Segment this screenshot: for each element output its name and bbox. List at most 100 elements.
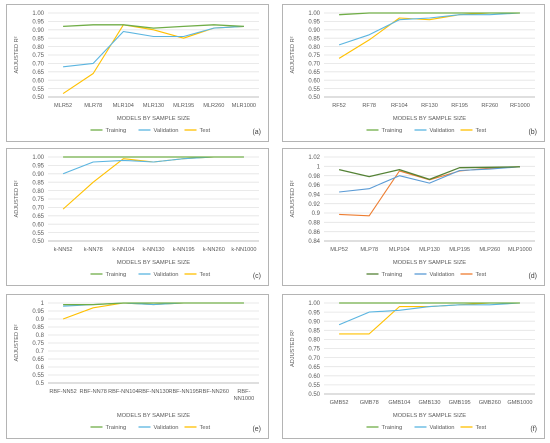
legend-label-training: Training bbox=[382, 128, 403, 134]
x-tick-label: k-NN260 bbox=[203, 247, 225, 253]
y-tick-label: 0.9 bbox=[312, 211, 321, 217]
x-tick-label: MLP195 bbox=[449, 247, 470, 253]
legend-label-validation: Validation bbox=[154, 272, 179, 278]
x-tick-label: k-NN78 bbox=[84, 247, 103, 253]
x-tick-label: RF104 bbox=[391, 103, 408, 109]
y-tick-label: 0.50 bbox=[32, 95, 44, 101]
y-tick-label: 0.90 bbox=[32, 172, 44, 178]
y-tick-label: 1 bbox=[317, 165, 321, 171]
x-tick-label: GMB78 bbox=[360, 400, 379, 406]
y-tick-label: 0.75 bbox=[32, 341, 44, 347]
legend-label-test: Test bbox=[200, 128, 211, 134]
y-tick-label: 0.95 bbox=[308, 20, 320, 26]
legend-label-training: Training bbox=[106, 128, 127, 134]
panel-label: (c) bbox=[253, 273, 261, 280]
y-tick-label: 0.50 bbox=[308, 392, 320, 398]
x-axis-title: MODELS BY SAMPLE SIZE bbox=[393, 413, 466, 419]
chart-panel-3: 0.50 0.55 0.60 0.65 0.70 0.75 0.80 0.85 0.90 0.95… bbox=[6, 148, 269, 286]
y-tick-label: 0.8 bbox=[36, 333, 45, 339]
x-axis-title: MODELS BY SAMPLE SIZE bbox=[393, 116, 466, 122]
chart-panel-5: 0.5 0.55 0.6 0.65 0.7 0.75 0.8 0.85 0.9 0.95 1 RBF-… bbox=[6, 294, 269, 439]
legend-label-training: Training bbox=[106, 425, 127, 431]
x-tick-label: MLP130 bbox=[419, 247, 440, 253]
y-tick-label: 0.65 bbox=[32, 357, 44, 363]
x-tick-label: RF78 bbox=[362, 103, 376, 109]
panel-label: (e) bbox=[252, 426, 261, 433]
legend-label-training: Training bbox=[106, 272, 127, 278]
y-tick-label: 0.75 bbox=[308, 53, 320, 59]
panel-label: (f) bbox=[530, 426, 537, 433]
y-tick-label: 0.60 bbox=[308, 374, 320, 380]
panel-frame bbox=[282, 4, 545, 142]
y-tick-label: 0.60 bbox=[32, 78, 44, 84]
y-tick-label: 0.55 bbox=[32, 87, 44, 93]
y-axis-title: ADJUSTED R² bbox=[290, 36, 296, 73]
y-tick-label: 0.55 bbox=[32, 373, 44, 379]
legend-label-validation: Validation bbox=[154, 425, 179, 431]
legend-label-test: Test bbox=[200, 425, 211, 431]
panel-frame bbox=[6, 148, 269, 286]
y-tick-label: 1.02 bbox=[308, 155, 320, 161]
x-tick-label: RBF-NN52 bbox=[49, 389, 76, 395]
y-tick-label: 0.90 bbox=[308, 28, 320, 34]
x-tick-label: GMB104 bbox=[388, 400, 410, 406]
y-tick-label: 0.80 bbox=[308, 338, 320, 344]
panel-label: (a) bbox=[252, 129, 261, 136]
x-tick-label: MLR78 bbox=[84, 103, 102, 109]
x-tick-label: k-NN52 bbox=[54, 247, 73, 253]
y-tick-label: 0.80 bbox=[308, 45, 320, 51]
y-tick-label: 0.90 bbox=[32, 28, 44, 34]
x-tick-label: k-NN130 bbox=[142, 247, 164, 253]
y-tick-label: 0.94 bbox=[308, 193, 320, 199]
y-tick-label: 1.00 bbox=[308, 11, 320, 17]
y-tick-label: 0.55 bbox=[32, 231, 44, 237]
legend-label-validation: Validation bbox=[430, 128, 455, 134]
y-tick-label: 0.92 bbox=[308, 202, 320, 208]
x-tick-label: RF195 bbox=[451, 103, 468, 109]
series-line-validation bbox=[338, 302, 520, 326]
x-tick-label: RBF-NN1000 bbox=[234, 389, 255, 402]
legend-label-test: Test bbox=[476, 272, 487, 278]
x-axis-title: MODELS BY SAMPLE SIZE bbox=[117, 260, 190, 266]
y-tick-label: 0.95 bbox=[32, 20, 44, 26]
y-tick-label: 0.7 bbox=[36, 349, 45, 355]
y-tick-label: 0.96 bbox=[308, 183, 320, 189]
y-tick-label: 1.00 bbox=[308, 301, 320, 307]
y-tick-label: 0.65 bbox=[308, 70, 320, 76]
panel-frame bbox=[6, 294, 269, 439]
y-tick-label: 0.85 bbox=[308, 329, 320, 335]
y-tick-label: 0.95 bbox=[308, 310, 320, 316]
y-tick-label: 0.9 bbox=[36, 317, 45, 323]
legend-label-training: Training bbox=[382, 272, 403, 278]
y-tick-label: 0.80 bbox=[32, 189, 44, 195]
x-tick-label: GMB52 bbox=[330, 400, 349, 406]
x-axis-title: MODELS BY SAMPLE SIZE bbox=[117, 116, 190, 122]
y-tick-label: 1 bbox=[41, 301, 45, 307]
y-tick-label: 0.50 bbox=[32, 239, 44, 245]
x-tick-label: RF260 bbox=[481, 103, 498, 109]
legend-label-validation: Validation bbox=[430, 425, 455, 431]
y-tick-label: 0.55 bbox=[308, 87, 320, 93]
legend-label-validation: Validation bbox=[154, 128, 179, 134]
y-tick-label: 0.75 bbox=[308, 347, 320, 353]
y-tick-label: 0.75 bbox=[32, 197, 44, 203]
y-tick-label: 0.95 bbox=[32, 309, 44, 315]
y-axis-title: ADJUSTED R² bbox=[14, 324, 20, 361]
series-line-validation bbox=[63, 25, 244, 68]
chart-panel-6: 0.50 0.55 0.60 0.65 0.70 0.75 0.80 0.85 0.90 0.95… bbox=[282, 294, 545, 439]
y-tick-label: 0.90 bbox=[308, 319, 320, 325]
y-tick-label: 0.60 bbox=[32, 222, 44, 228]
series-line-validation bbox=[338, 12, 520, 46]
y-tick-label: 0.85 bbox=[32, 36, 44, 42]
y-tick-label: 1.00 bbox=[32, 11, 44, 17]
y-tick-label: 0.70 bbox=[32, 62, 44, 68]
series-line-training bbox=[63, 302, 244, 306]
x-tick-label: MLR195 bbox=[173, 103, 194, 109]
x-tick-label: k-NN104 bbox=[112, 247, 134, 253]
legend-label-training: Training bbox=[382, 425, 403, 431]
x-tick-label: MLR260 bbox=[203, 103, 224, 109]
y-tick-label: 0.60 bbox=[308, 78, 320, 84]
y-tick-label: 0.50 bbox=[308, 95, 320, 101]
y-tick-label: 0.85 bbox=[32, 325, 44, 331]
